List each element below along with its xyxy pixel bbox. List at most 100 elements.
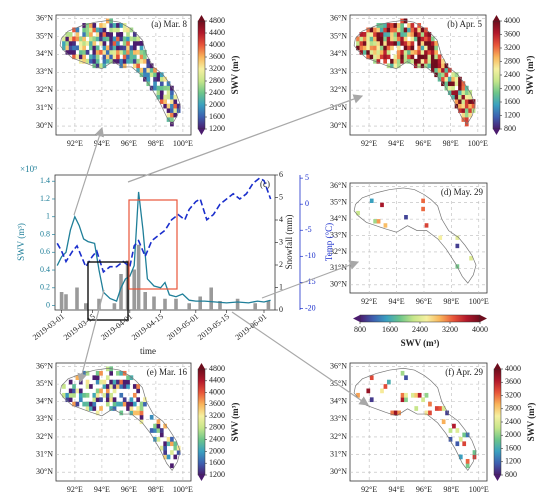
- panel-label: (b) Apr. 5: [447, 19, 482, 29]
- swv-cell: [122, 27, 127, 33]
- swv-cell: [424, 36, 428, 42]
- basin-outline: [59, 20, 181, 125]
- swv-cell: [85, 32, 90, 37]
- swv-cell: [136, 49, 140, 55]
- swv-cell: [92, 36, 97, 42]
- swv-cell: [448, 436, 453, 442]
- swv-cell: [421, 206, 425, 212]
- swv-cell: [393, 23, 398, 28]
- snowfall-bar: [266, 301, 271, 310]
- swv-cell: [99, 63, 103, 69]
- swv-cell: [139, 49, 144, 55]
- snowfall-bar: [253, 303, 257, 310]
- swv-cell: [173, 108, 178, 113]
- swv-cell: [366, 388, 371, 394]
- swv-cell: [102, 36, 107, 42]
- lat-tick-label: 30°N: [36, 121, 53, 130]
- colorbar-label: SWV (m³): [526, 403, 536, 442]
- swv-cell: [112, 36, 117, 42]
- swv-cell: [102, 49, 107, 55]
- swv-cell: [75, 36, 80, 42]
- swv-cell: [417, 49, 422, 55]
- swv-cell: [464, 112, 469, 118]
- swv-cell: [112, 45, 117, 51]
- swv-cell: [92, 49, 97, 55]
- y2-axis-label: Snowfall (mm): [284, 215, 294, 270]
- swv-cell: [99, 49, 103, 55]
- swv-cell: [362, 32, 367, 37]
- swv-cell: [427, 63, 432, 69]
- swv-cell: [417, 63, 422, 69]
- swv-cell: [139, 54, 144, 60]
- swv-cell: [78, 49, 83, 55]
- swv-cell: [379, 45, 384, 51]
- x-tick-label: 2019-05-01: [165, 312, 200, 342]
- swv-cell: [156, 436, 161, 442]
- swv-line: [56, 191, 271, 304]
- swv-cell: [85, 23, 90, 28]
- colorbar-tick-label: 2400: [504, 70, 520, 79]
- lat-tick-label: 33°N: [330, 67, 347, 76]
- arrow: [261, 260, 360, 299]
- swv-cell: [129, 54, 134, 60]
- swv-cell: [102, 379, 107, 385]
- swv-cell: [464, 117, 469, 122]
- swv-cell: [468, 112, 473, 118]
- swv-cell: [82, 58, 86, 64]
- swv-cell: [410, 32, 415, 37]
- swv-cell: [393, 63, 398, 69]
- snowfall-bar: [187, 303, 191, 310]
- colorbar-tick-label: 1600: [209, 112, 225, 121]
- swv-cell: [85, 58, 90, 64]
- swv-cell: [112, 54, 117, 60]
- lat-tick-label: 30°N: [36, 467, 53, 476]
- swv-cell: [437, 54, 442, 60]
- arrow: [127, 94, 364, 183]
- swv-cell: [109, 27, 113, 33]
- swv-cell: [122, 54, 127, 60]
- swv-cell: [136, 36, 140, 42]
- panel-label: (d) May. 29: [441, 187, 484, 197]
- swv-cell: [417, 40, 422, 46]
- swv-cell: [78, 388, 83, 394]
- swv-cell: [430, 49, 435, 55]
- swv-cell: [132, 392, 137, 398]
- swv-cell: [149, 414, 154, 420]
- colorbar-tick-label: 2800: [504, 56, 520, 65]
- swv-cell: [65, 397, 70, 403]
- swv-cell: [464, 85, 469, 91]
- colorbar-tick-label: 3600: [209, 52, 225, 61]
- swv-cell: [451, 72, 456, 78]
- swv-cell: [403, 36, 408, 42]
- swv-cell: [109, 40, 113, 46]
- swv-cell: [173, 99, 178, 104]
- swv-cell: [89, 40, 93, 46]
- swv-cell: [410, 58, 415, 64]
- swv-cell: [434, 67, 439, 73]
- swv-cell: [386, 36, 391, 42]
- swv-cell: [68, 388, 73, 394]
- swv-cell: [136, 410, 140, 416]
- basin-outline: [353, 20, 476, 125]
- swv-cell: [451, 76, 456, 82]
- swv-cell: [444, 63, 449, 69]
- swv-cell: [407, 54, 411, 60]
- swv-cell: [136, 63, 140, 69]
- swv-cell: [109, 54, 113, 60]
- swv-cell: [95, 63, 100, 69]
- swv-cell: [143, 397, 147, 403]
- swv-cell: [92, 63, 97, 69]
- swv-cell: [420, 32, 425, 37]
- basin-outline: [59, 367, 181, 472]
- swv-cell: [428, 401, 432, 407]
- lon-tick-label: 100°E: [469, 485, 489, 494]
- colorbar: [492, 20, 501, 130]
- swv-cell: [72, 384, 76, 389]
- swv-cell: [417, 32, 422, 37]
- y3-tick-label: -10: [305, 251, 316, 260]
- y-scale-label: ×10⁹: [20, 164, 37, 174]
- y2-tick-label: 3: [279, 237, 283, 246]
- lat-tick-label: 36°N: [330, 361, 347, 370]
- swv-cell: [461, 99, 466, 104]
- y2-tick-label: 1: [279, 282, 283, 291]
